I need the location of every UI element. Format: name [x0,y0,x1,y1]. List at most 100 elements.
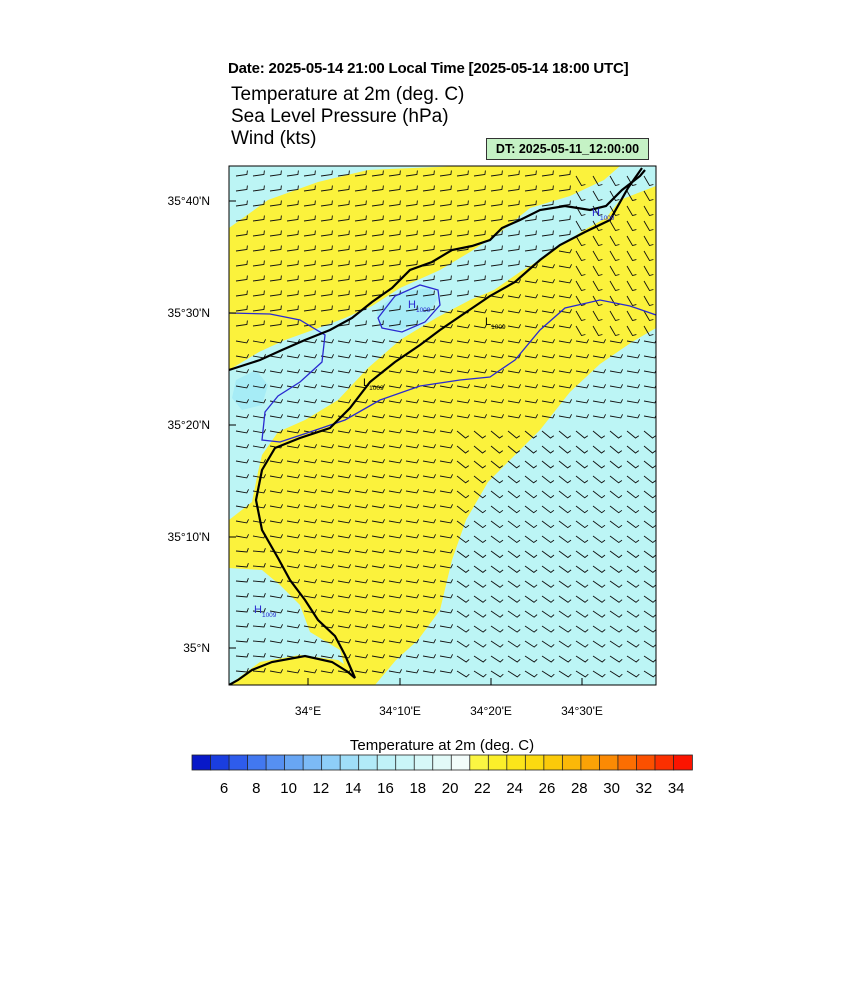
wind-barb [320,185,333,192]
wind-barb [388,639,403,644]
wind-barb [490,655,504,663]
wind-barb [643,220,654,232]
wind-barb [643,580,656,588]
wind-barb [235,305,248,312]
wind-barb [286,354,301,359]
wind-barb-field [235,170,656,678]
wind-barb [473,640,487,648]
wind-barb [388,594,403,599]
wind-barb [507,260,520,267]
wind-barb [541,670,555,678]
wind-barb [252,170,265,177]
colorbar-tick-label: 10 [280,780,297,797]
wind-barb [354,519,369,524]
wind-barb [643,505,656,514]
wind-barb [388,185,401,192]
wind-barb [337,339,352,344]
wind-barb [524,170,537,177]
wind-barb [524,655,538,663]
wind-barb [269,215,282,222]
isobar-closed-high [377,284,441,333]
wind-barb [558,294,573,299]
colorbar-tick-label: 24 [506,780,524,797]
wind-barb [337,639,352,644]
wind-barb [354,170,367,177]
lon-label: 34°10'E [379,704,421,718]
wind-barb [507,640,521,648]
wind-barb [507,565,521,573]
wind-barb [439,534,454,539]
wind-barb [626,354,641,359]
wind-barb [252,399,267,404]
wind-barb [473,520,487,529]
wind-barb [337,474,352,479]
wind-barb [439,564,454,569]
wind-barb [558,339,573,344]
wind-barb [575,505,589,514]
wind-barb [405,185,418,192]
wind-barb [371,354,386,359]
wind-barb [609,369,624,374]
wind-barb [320,594,335,599]
wind-barb [507,384,522,389]
wind-barb [592,475,606,484]
wind-barb [541,610,555,618]
wind-barb [456,200,469,207]
wind-barb [422,245,435,252]
wind-barb [388,384,403,389]
wind-barb [507,655,521,663]
wind-barb [609,595,623,603]
wind-barb [422,429,437,434]
wind-barb [626,265,637,277]
wind-barb [456,170,469,177]
wind-barb [286,320,299,327]
wind-barb [507,279,522,284]
wind-barb [269,459,284,464]
wind-barb [388,549,403,554]
wind-barb [558,279,573,284]
wind-barb [490,550,504,559]
wind-barb [558,475,572,484]
wind-barb [422,369,437,374]
wind-barb [252,275,265,282]
wind-barb [541,520,555,529]
wind-barb [558,324,573,329]
wind-barb [524,670,538,678]
wind-barb [422,489,437,494]
wind-barb [558,170,571,177]
wind-barb [575,655,589,663]
wind-barb [643,460,656,469]
wind-barb [507,550,521,559]
wind-barb [388,305,401,312]
wind-barb [643,445,656,454]
wind-barb [354,414,369,419]
wind-barb [422,275,435,282]
wind-barb [405,170,418,177]
wind-barb [575,670,589,678]
wind-barb [269,275,282,282]
wind-barb [371,399,386,404]
wind-barb [643,325,654,337]
wind-barb [541,580,555,588]
wind-barb [388,579,403,584]
wind-barb [558,249,573,254]
wind-barb [643,339,656,344]
wind-barb [422,504,437,509]
lat-label: 35°20'N [167,418,210,432]
wind-barb [303,339,318,344]
wind-barb [320,414,335,419]
wind-barb [235,653,249,658]
wind-barb [337,245,350,252]
wind-barb [592,655,606,663]
colorbar-tick-label: 6 [219,780,229,797]
wind-barb [609,610,623,618]
wind-barb [439,354,454,359]
wind-barb [524,200,537,207]
wind-barb [320,504,335,509]
wind-barb [252,260,265,267]
wind-barb [524,610,538,618]
wind-barb [524,565,538,573]
wind-barb [405,504,420,509]
wind-barb [371,185,384,192]
wind-barb [643,295,654,307]
